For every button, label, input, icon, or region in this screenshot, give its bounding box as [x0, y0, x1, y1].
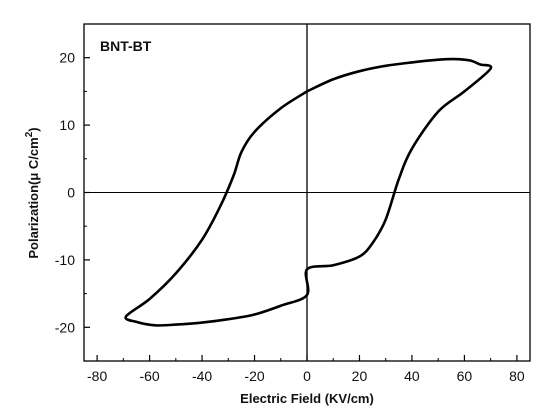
y-tick-label: -20: [55, 319, 75, 335]
series-layer: [124, 57, 493, 327]
y-axis-title: Polarization(μ C/cm2): [24, 127, 41, 258]
x-tick-label: -80: [87, 368, 107, 384]
x-tick-label: 60: [457, 368, 473, 384]
x-axis-title: Electric Field (KV/cm): [240, 391, 374, 406]
y-tick-label: -10: [55, 252, 75, 268]
x-axis-ticks: -80 -60 -40 -20 0 20 40 60 80: [87, 355, 525, 384]
y-tick-label: 0: [67, 185, 75, 201]
x-tick-label: 0: [303, 368, 311, 384]
y-axis-ticks: -20 -10 0 10 20: [55, 50, 90, 335]
y-axis-title-main: Polarization(μ C/cm: [26, 137, 41, 258]
chart-annotation: BNT-BT: [100, 38, 152, 54]
x-tick-label: 80: [509, 368, 525, 384]
x-tick-label: 40: [404, 368, 420, 384]
y-axis-title-superscript: 2: [24, 131, 35, 137]
x-tick-label: -20: [244, 368, 264, 384]
y-tick-label: 20: [59, 50, 75, 66]
x-tick-label: 20: [352, 368, 368, 384]
y-axis-title-close: ): [26, 127, 41, 131]
x-tick-label: -40: [192, 368, 212, 384]
hysteresis-loop-line: [124, 57, 493, 327]
x-tick-label: -60: [139, 368, 159, 384]
y-tick-label: 10: [59, 117, 75, 133]
